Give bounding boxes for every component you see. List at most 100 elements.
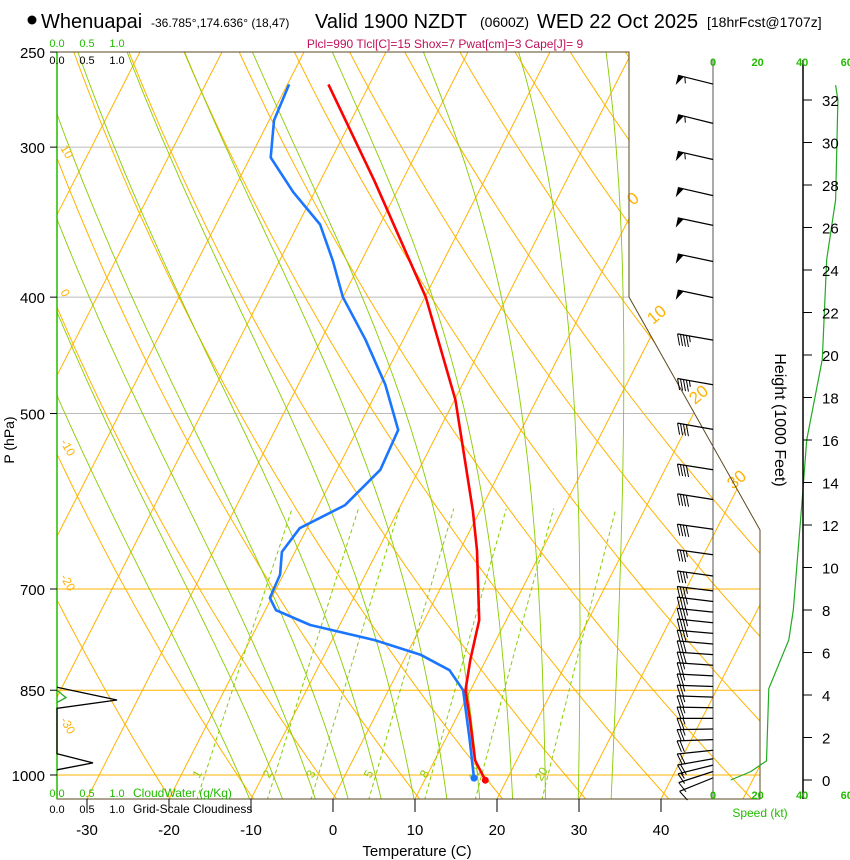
barb-feather	[679, 695, 685, 708]
moist-adiabat-line	[602, 52, 625, 799]
barb-half-feather	[682, 707, 686, 714]
cloud-scale-label: 0.5	[79, 55, 94, 67]
isotherm-label: 10	[643, 301, 670, 328]
barb-feather	[676, 608, 681, 620]
x-tick-label: 20	[489, 822, 506, 839]
height-tick-label: 8	[822, 603, 830, 620]
mixing-ratio-label: 2	[260, 767, 276, 780]
barb-feather	[679, 729, 685, 741]
barb-feather	[676, 586, 681, 599]
barb-staff	[678, 770, 714, 784]
barb-pennant	[675, 187, 684, 198]
moist-adiabat-line	[511, 52, 581, 799]
barb-staff	[677, 333, 714, 341]
height-tick-label: 26	[822, 221, 839, 238]
barb-feather	[679, 640, 684, 653]
isotherm-line	[57, 52, 234, 799]
height-tick-label: 12	[822, 518, 839, 535]
isotherm-label: 10	[57, 143, 76, 162]
wind-barb	[676, 596, 714, 610]
wind-barb	[675, 217, 714, 228]
isotherm-line	[57, 52, 398, 799]
speed-tick-label: 60	[841, 57, 850, 69]
wind-barb	[676, 585, 714, 599]
dry-adiabat-line	[174, 52, 675, 799]
station-name: Whenuapai	[41, 11, 142, 33]
barb-feather	[679, 740, 685, 752]
cloud-scale-label: 1.0	[109, 55, 124, 67]
barb-feather	[679, 652, 684, 664]
speed-axis-label: Speed (kt)	[732, 806, 787, 820]
barb-half-feather	[684, 152, 686, 160]
barb-staff	[676, 728, 714, 731]
wind-barbs	[675, 74, 714, 801]
barb-staff	[677, 549, 714, 556]
height-tick-label: 24	[822, 263, 839, 280]
isotherm-line	[165, 52, 562, 799]
isotherm-label: 0	[623, 188, 642, 209]
barb-feather	[682, 494, 687, 507]
barb-feather	[676, 549, 681, 562]
height-tick-label: 28	[822, 178, 839, 195]
moist-adiabat-line	[57, 52, 284, 799]
wind-barb	[676, 570, 714, 584]
barb-feather	[679, 571, 684, 583]
barb-staff	[677, 651, 714, 656]
barb-feather	[679, 674, 684, 686]
plot-border	[56, 51, 761, 800]
wind-barb	[675, 253, 714, 264]
barb-half-feather	[685, 572, 688, 579]
x-axis-label: Temperature (C)	[362, 843, 471, 860]
cloud-scale-label: 0.0	[49, 788, 64, 800]
barb-half-feather	[685, 598, 688, 605]
dry-adiabat-line	[57, 52, 342, 799]
x-tick-label: -20	[158, 822, 180, 839]
height-tick-label: 18	[822, 391, 839, 408]
wind-barb	[676, 717, 713, 730]
y-axis-label: P (hPa)	[1, 416, 17, 463]
wind-barb	[676, 607, 714, 621]
plot-frame	[56, 51, 761, 800]
height-tick-label: 30	[822, 136, 839, 153]
barb-feather	[676, 753, 683, 765]
dry-adiabat-line	[57, 52, 425, 799]
isotherm-label: -30	[57, 715, 78, 737]
dry-adiabat-line	[447, 52, 760, 799]
barb-staff	[677, 739, 714, 742]
barb-pennant	[675, 75, 684, 86]
barb-feather	[680, 423, 684, 436]
wind-barb	[676, 523, 714, 538]
valid-date: WED 22 Oct 2025	[537, 11, 698, 33]
cloudwater-label: CloudWater (g/Kg)	[133, 786, 232, 800]
pressure-tick-label: 250	[20, 45, 45, 62]
sounding-indices: Plcl=990 Tlcl[C]=15 Shox=7 Pwat[cm]=3 Ca…	[307, 37, 584, 51]
isotherm-line	[83, 52, 480, 799]
height-tick-label: 32	[822, 93, 839, 110]
wind-barb	[676, 493, 714, 507]
isotherm-line	[657, 52, 760, 799]
barb-feather	[677, 423, 681, 435]
barb-feather	[682, 652, 687, 664]
barb-staff	[679, 777, 714, 792]
barb-pennant	[675, 114, 684, 125]
barb-staff	[677, 758, 714, 766]
barb-feather	[682, 630, 687, 643]
mixing-ratio-line	[424, 508, 507, 799]
cloud-scale-label: 0.5	[79, 804, 94, 816]
pressure-tick-label: 300	[20, 140, 45, 157]
wind-barb	[677, 758, 714, 776]
barb-feather	[682, 424, 686, 436]
mixing-ratio-line	[368, 508, 455, 799]
barb-half-feather	[682, 685, 686, 692]
isotherm-line	[493, 52, 760, 799]
barb-staff	[677, 749, 714, 755]
barb-feather	[679, 586, 684, 599]
barb-feather	[680, 764, 687, 775]
x-tick-label: -30	[76, 822, 98, 839]
isotherm-label: -20	[57, 572, 78, 594]
moist-adiabat-line	[242, 52, 481, 799]
barb-pennant	[675, 290, 684, 300]
dry-adiabat-line	[57, 52, 175, 799]
barb-staff	[677, 640, 714, 645]
barb-feather	[676, 673, 681, 686]
